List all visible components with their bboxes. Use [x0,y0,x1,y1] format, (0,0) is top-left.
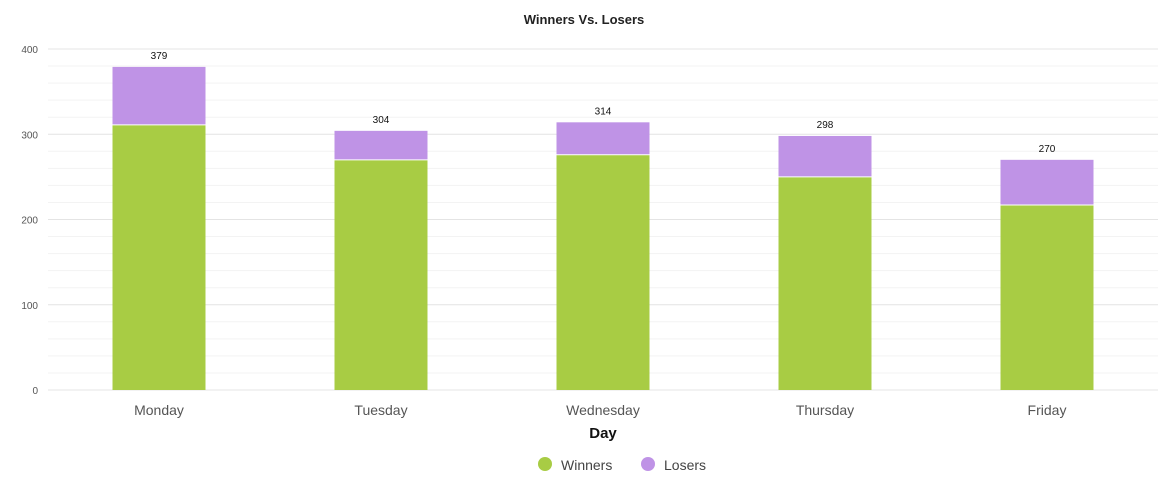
x-tick-label: Tuesday [354,402,407,418]
bar-winners-wednesday[interactable] [556,154,650,390]
x-tick-label: Monday [134,402,184,418]
bar-winners-tuesday[interactable] [334,159,428,390]
legend-item-winners[interactable]: Winners [538,457,612,473]
total-data-label: 379 [151,51,168,62]
chart-title: Winners Vs. Losers [524,12,645,27]
x-axis-label: Day [589,425,617,442]
legend-label: Losers [664,457,706,473]
legend-label: Winners [561,457,612,473]
x-tick-label: Wednesday [566,402,640,418]
labels: 0 100 200 300 400 379 Monday 304 Tuesday 314 Wedne… [21,45,1066,418]
y-tick-label: 400 [21,45,38,56]
legend-item-losers[interactable]: Losers [641,457,706,473]
bar-losers-tuesday[interactable] [334,130,428,160]
bars [112,66,1094,390]
y-tick-label: 200 [21,216,38,227]
total-data-label: 270 [1039,144,1056,155]
x-tick-label: Friday [1028,402,1067,418]
total-data-label: 298 [817,120,834,131]
bar-losers-thursday[interactable] [778,135,872,177]
y-tick-label: 100 [21,301,38,312]
total-data-label: 304 [373,115,390,126]
x-tick-label: Thursday [796,402,854,418]
bar-losers-monday[interactable] [112,66,206,125]
y-tick-label: 300 [21,130,38,141]
y-tick-label: 0 [32,386,38,397]
bar-winners-monday[interactable] [112,124,206,390]
total-data-label: 314 [595,106,612,117]
bar-winners-friday[interactable] [1000,205,1094,390]
legend-marker [641,457,655,471]
legend-marker [538,457,552,471]
bar-winners-thursday[interactable] [778,176,872,390]
bar-losers-wednesday[interactable] [556,122,650,155]
bar-losers-friday[interactable] [1000,159,1094,206]
legend: Winners Losers [538,457,706,473]
